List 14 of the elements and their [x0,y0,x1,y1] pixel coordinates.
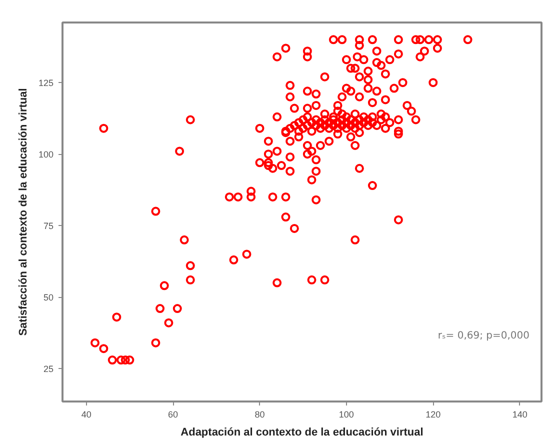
x-tick-label: 40 [81,410,92,420]
x-tick-label: 60 [168,410,178,420]
y-tick-label: 25 [43,364,54,374]
y-tick-label: 50 [43,292,54,303]
y-tick-label: 125 [38,78,54,88]
x-tick-label: 120 [426,410,441,420]
y-tick-label: 100 [38,150,54,160]
x-tick-label: 100 [338,410,354,420]
y-axis-title: Satisfacción al contexto de la educación virtual [17,88,30,336]
x-tick-label: 80 [254,410,265,420]
y-tick-label: 75 [43,221,54,232]
annotation: rₛ= 0,69; p=0,000 [438,330,530,342]
x-tick-label: 140 [512,410,528,420]
x-axis-title: Adaptación al contexto de la educación virtual [180,426,424,438]
